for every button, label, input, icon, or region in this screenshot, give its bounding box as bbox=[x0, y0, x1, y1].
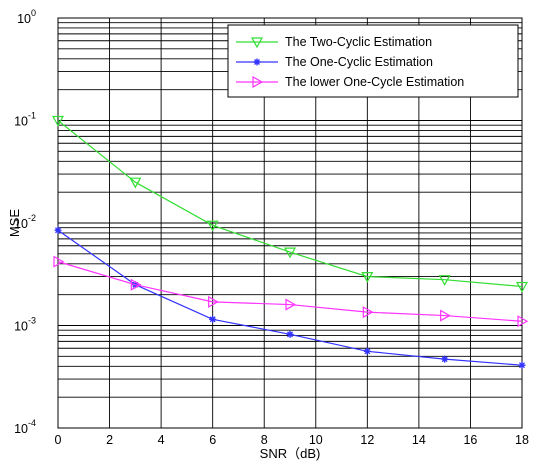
x-tick-label: 12 bbox=[360, 433, 374, 447]
data-point-marker bbox=[206, 220, 219, 232]
y-tick-label: 100 bbox=[17, 8, 36, 26]
x-tick-label: 4 bbox=[158, 433, 165, 447]
data-point-marker bbox=[515, 281, 529, 293]
data-point-marker bbox=[517, 315, 529, 328]
data-point-marker bbox=[286, 330, 294, 338]
axis-ticks: 0 2 4 6 8 10 12 14 16 18 100 10-1 10-2 10-3 10-4 bbox=[14, 8, 529, 447]
data-point-marker bbox=[285, 298, 297, 311]
legend-marker bbox=[250, 37, 264, 49]
series-line bbox=[57, 261, 523, 322]
legend-entry-two-cyclic: The Two-Cyclic Estimation bbox=[236, 35, 432, 49]
y-tick-label: 10-3 bbox=[14, 316, 36, 334]
series-0 bbox=[51, 115, 529, 293]
x-tick-label: 2 bbox=[106, 433, 113, 447]
x-tick-label: 18 bbox=[515, 433, 529, 447]
y-tick-label: 10-4 bbox=[14, 418, 36, 436]
legend-label-one-cyclic: The One-Cyclic Estimation bbox=[285, 55, 433, 69]
grid bbox=[57, 18, 523, 429]
data-point-marker bbox=[440, 309, 451, 322]
x-axis-label: SNR（dB) bbox=[260, 446, 321, 461]
data-point-marker bbox=[129, 177, 142, 189]
legend-entry-one-cyclic: The One-Cyclic Estimation bbox=[236, 55, 433, 69]
data-point-marker bbox=[363, 347, 371, 355]
data-point-marker bbox=[51, 115, 65, 127]
legend-label-lower-one-cycle: The lower One-Cycle Estimation bbox=[285, 75, 464, 89]
series-lines bbox=[51, 115, 529, 369]
x-tick-label: 6 bbox=[209, 433, 216, 447]
x-tick-label: 10 bbox=[309, 433, 323, 447]
x-tick-label: 14 bbox=[412, 433, 426, 447]
data-point-marker bbox=[362, 306, 374, 319]
legend: The Two-Cyclic Estimation The One-Cyclic… bbox=[227, 24, 519, 98]
y-tick-label: 10-1 bbox=[14, 111, 36, 129]
data-point-marker bbox=[441, 355, 449, 363]
data-point-marker bbox=[209, 315, 217, 323]
x-tick-label: 16 bbox=[463, 433, 477, 447]
legend-label-two-cyclic: The Two-Cyclic Estimation bbox=[285, 35, 432, 49]
data-point-marker bbox=[283, 247, 297, 259]
legend-box bbox=[227, 24, 519, 98]
data-point-marker bbox=[130, 278, 142, 291]
data-point-marker bbox=[53, 255, 65, 268]
data-point-marker bbox=[361, 271, 374, 283]
y-axis-label: MSE bbox=[7, 209, 22, 238]
data-point-marker bbox=[54, 226, 62, 234]
data-point-marker bbox=[208, 295, 219, 308]
legend-marker bbox=[253, 58, 261, 66]
legend-marker bbox=[252, 75, 264, 89]
series-2 bbox=[53, 255, 529, 328]
y-tick-label: 10-2 bbox=[14, 213, 36, 231]
x-tick-label: 8 bbox=[261, 433, 268, 447]
data-point-marker bbox=[438, 275, 451, 286]
plot-area bbox=[57, 17, 523, 429]
series-line bbox=[57, 120, 523, 288]
data-point-marker bbox=[518, 361, 526, 369]
x-tick-label: 0 bbox=[55, 433, 62, 447]
series-line bbox=[57, 229, 523, 366]
legend-entry-lower-one-cycle: The lower One-Cycle Estimation bbox=[236, 75, 464, 89]
